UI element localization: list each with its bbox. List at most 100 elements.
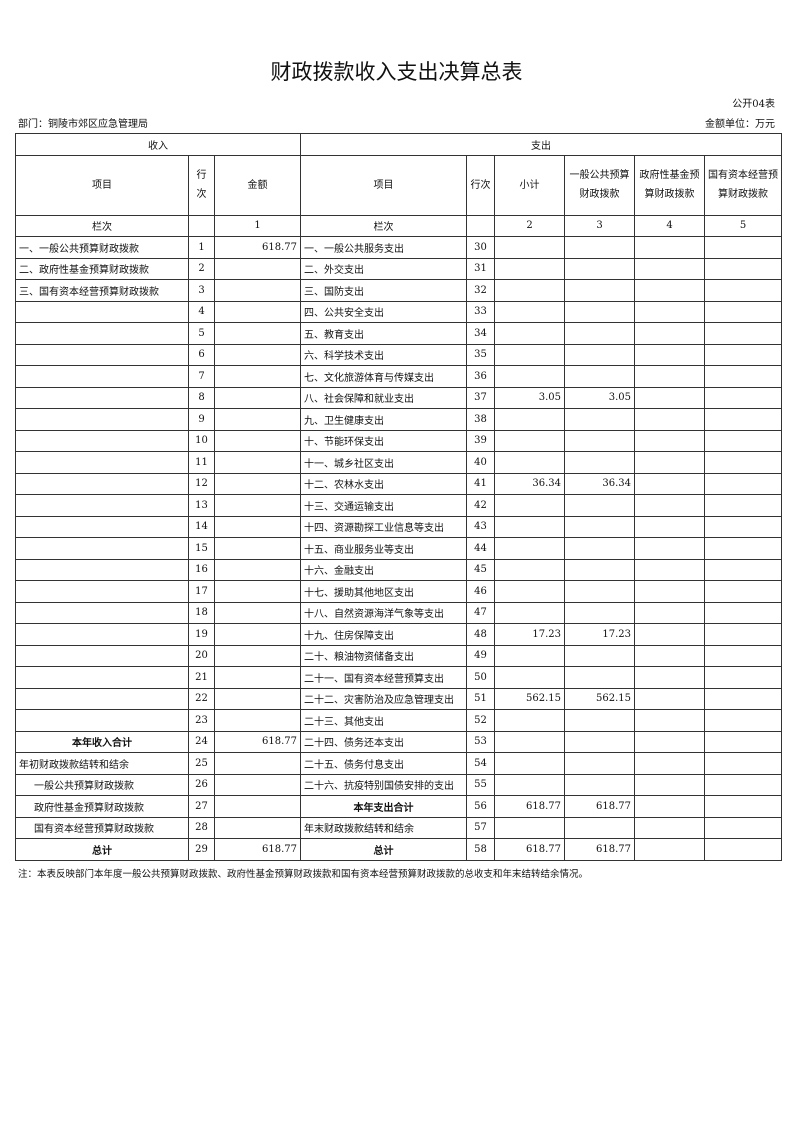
- subtotal: [494, 709, 565, 732]
- col-state: 国有资本经营预算财政拨款: [704, 154, 782, 216]
- income-item: 总计: [15, 838, 189, 861]
- subtotal: [494, 343, 565, 366]
- subtotal: [494, 365, 565, 388]
- header-row-1: 收入 支出: [15, 133, 782, 156]
- subtotal: [494, 257, 565, 280]
- income-amount: [214, 257, 301, 280]
- subtotal: [494, 451, 565, 474]
- state-capital-budget: [704, 558, 782, 581]
- expense-item: 七、文化旅游体育与传媒支出: [300, 365, 467, 388]
- table-row: 15 十五、商业服务业等支出 44: [15, 537, 782, 560]
- expense-row-no: 32: [466, 279, 495, 302]
- expense-row-no: 41: [466, 472, 495, 495]
- col-row-no: 行次: [188, 154, 215, 216]
- state-capital-budget: [704, 257, 782, 280]
- income-row-no: 22: [188, 687, 215, 710]
- expense-item: 十九、住房保障支出: [300, 623, 467, 646]
- income-amount: [214, 408, 301, 431]
- table-row: 政府性基金预算财政拨款 27 本年支出合计 56 618.77 618.77: [15, 795, 782, 818]
- general-budget: [564, 537, 635, 560]
- income-item: [15, 472, 189, 495]
- state-capital-budget: [704, 343, 782, 366]
- income-row-no: 28: [188, 816, 215, 839]
- general-budget: 618.77: [564, 838, 635, 861]
- subtotal: 17.23: [494, 623, 565, 646]
- col-general: 一般公共预算财政拨款: [564, 154, 635, 216]
- table-row: 17 十七、援助其他地区支出 46: [15, 580, 782, 603]
- fund-budget: [634, 537, 705, 560]
- income-amount: [214, 666, 301, 689]
- fund-budget: [634, 666, 705, 689]
- expense-item: 十六、金融支出: [300, 558, 467, 581]
- income-item: [15, 365, 189, 388]
- subtotal: [494, 515, 565, 538]
- general-budget: [564, 816, 635, 839]
- table-row: 年初财政拨款结转和结余 25 二十五、债务付息支出 54: [15, 752, 782, 775]
- expense-row-no: 55: [466, 773, 495, 796]
- subtotal: [494, 558, 565, 581]
- income-amount: [214, 451, 301, 474]
- subtotal: 562.15: [494, 687, 565, 710]
- general-budget: 36.34: [564, 472, 635, 495]
- expense-row-no: 53: [466, 730, 495, 753]
- income-row-no: 5: [188, 322, 215, 345]
- expense-row-no: 47: [466, 601, 495, 624]
- income-amount: [214, 580, 301, 603]
- expense-item: 本年支出合计: [300, 795, 467, 818]
- table-row: 6 六、科学技术支出 35: [15, 343, 782, 366]
- table-row: 22 二十二、灾害防治及应急管理支出 51 562.15 562.15: [15, 687, 782, 710]
- fund-budget: [634, 816, 705, 839]
- table-row: 19 十九、住房保障支出 48 17.23 17.23: [15, 623, 782, 646]
- expense-row-no: 35: [466, 343, 495, 366]
- table-row: 20 二十、粮油物资储备支出 49: [15, 644, 782, 667]
- subtotal: [494, 752, 565, 775]
- empty-cell: [188, 214, 215, 237]
- income-amount: [214, 515, 301, 538]
- fund-budget: [634, 365, 705, 388]
- expense-item: 四、公共安全支出: [300, 300, 467, 323]
- fund-budget: [634, 752, 705, 775]
- fund-budget: [634, 644, 705, 667]
- table-row: 8 八、社会保障和就业支出 37 3.05 3.05: [15, 386, 782, 409]
- income-row-no: 27: [188, 795, 215, 818]
- general-budget: [564, 666, 635, 689]
- general-budget: 17.23: [564, 623, 635, 646]
- general-budget: [564, 279, 635, 302]
- income-amount: [214, 472, 301, 495]
- fund-budget: [634, 709, 705, 732]
- income-amount: [214, 709, 301, 732]
- expense-item: 十二、农林水支出: [300, 472, 467, 495]
- state-capital-budget: [704, 687, 782, 710]
- expense-item: 二十、粮油物资储备支出: [300, 644, 467, 667]
- department: 部门：铜陵市郊区应急管理局: [18, 119, 148, 130]
- subtotal: [494, 537, 565, 560]
- income-item: 年初财政拨款结转和结余: [15, 752, 189, 775]
- fund-budget: [634, 279, 705, 302]
- table-row: 16 十六、金融支出 45: [15, 558, 782, 581]
- expense-item: 十四、资源勘探工业信息等支出: [300, 515, 467, 538]
- expense-row-no: 36: [466, 365, 495, 388]
- expense-item: 十七、援助其他地区支出: [300, 580, 467, 603]
- income-amount: [214, 752, 301, 775]
- expense-row-no: 43: [466, 515, 495, 538]
- income-item: [15, 515, 189, 538]
- expense-item: 十五、商业服务业等支出: [300, 537, 467, 560]
- general-budget: [564, 709, 635, 732]
- income-amount: 618.77: [214, 236, 301, 259]
- income-item: [15, 429, 189, 452]
- table-row: 12 十二、农林水支出 41 36.34 36.34: [15, 472, 782, 495]
- table-row: 18 十八、自然资源海洋气象等支出 47: [15, 601, 782, 624]
- fund-budget: [634, 236, 705, 259]
- fund-budget: [634, 773, 705, 796]
- fund-budget: [634, 257, 705, 280]
- income-row-no: 9: [188, 408, 215, 431]
- expense-row-no: 39: [466, 429, 495, 452]
- page-title: 财政拨款收入支出决算总表: [270, 60, 523, 84]
- subtotal: 3.05: [494, 386, 565, 409]
- fund-budget: [634, 623, 705, 646]
- subtotal: [494, 816, 565, 839]
- expense-row-no: 46: [466, 580, 495, 603]
- general-budget: 562.15: [564, 687, 635, 710]
- expense-row-no: 30: [466, 236, 495, 259]
- subtotal: [494, 322, 565, 345]
